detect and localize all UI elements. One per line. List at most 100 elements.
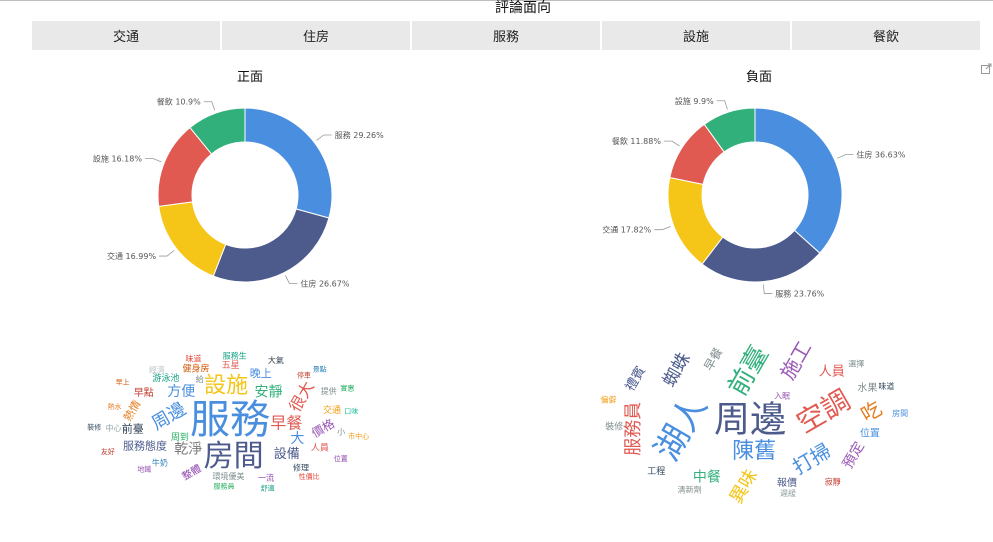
donut2-slice-4[interactable] bbox=[703, 107, 756, 153]
positive-word-34: 給 bbox=[196, 374, 204, 384]
donut1-label-0: 服務 29.26% bbox=[335, 130, 384, 140]
negative-word-27: 味道 bbox=[878, 381, 894, 391]
negative-word-19: 工程 bbox=[647, 466, 665, 477]
negative-word-17: 報價 bbox=[777, 476, 797, 489]
positive-word-14: 晚上 bbox=[250, 367, 272, 380]
expand-icon[interactable] bbox=[981, 63, 992, 74]
donut1-slice-0[interactable] bbox=[244, 107, 333, 219]
positive-word-45: 位置 bbox=[334, 454, 348, 463]
positive-word-19: 健身房 bbox=[182, 362, 209, 374]
donut1-label-2: 交通 16.99% bbox=[107, 251, 156, 261]
negative-word-5: 打掃 bbox=[788, 438, 835, 479]
positive-word-32: 服務生 bbox=[223, 350, 247, 360]
positive-word-38: 熱水 bbox=[107, 402, 121, 411]
positive-word-15: 前臺 bbox=[122, 422, 144, 436]
negative-word-16: 位置 bbox=[860, 427, 880, 440]
negative-word-28: 房間 bbox=[892, 408, 908, 418]
tab-traffic[interactable]: 交通 bbox=[32, 21, 222, 50]
donut1-label-4: 餐飲 10.9% bbox=[157, 97, 201, 107]
positive-chart-title: 正面 bbox=[236, 70, 263, 85]
positive-word-31: 味道 bbox=[185, 354, 201, 364]
negative-word-6: 施工 bbox=[775, 337, 816, 384]
positive-word-42: 景點 bbox=[313, 364, 327, 373]
donut1-leader-1 bbox=[285, 275, 298, 284]
positive-word-20: 周到 bbox=[171, 431, 189, 443]
positive-word-22: 交通 bbox=[323, 404, 341, 416]
negative-word-22: 寂靜 bbox=[825, 477, 841, 487]
negative-word-4: 陳舊 bbox=[732, 439, 776, 464]
positive-word-26: 提供 bbox=[321, 386, 337, 396]
positive-word-16: 整體 bbox=[180, 462, 204, 483]
positive-word-6: 乾淨 bbox=[174, 441, 202, 457]
positive-word-4: 早餐 bbox=[270, 414, 302, 433]
donut1-slice-4[interactable] bbox=[189, 107, 246, 155]
negative-word-13: 預定 bbox=[840, 439, 868, 471]
donut1-leader-4 bbox=[203, 101, 216, 111]
negative-word-24: 清新劑 bbox=[678, 484, 702, 494]
negative-word-8: 蜘蛛 bbox=[659, 349, 695, 391]
positive-word-41: 早上 bbox=[116, 378, 130, 387]
tab-dining[interactable]: 餐飲 bbox=[792, 21, 980, 50]
positive-word-11: 價格 bbox=[309, 416, 337, 441]
negative-word-1: 湖人 bbox=[647, 389, 716, 468]
page-title: 評論面向 bbox=[495, 0, 551, 16]
donut2-label-0: 住房 36.63% bbox=[856, 150, 905, 160]
negative-word-11: 中餐 bbox=[693, 469, 721, 485]
donut2-label-3: 餐飲 11.88% bbox=[612, 136, 661, 146]
positive-word-8: 方便 bbox=[167, 384, 195, 400]
positive-word-29: 中心 bbox=[106, 423, 122, 433]
positive-word-47: 舒適 bbox=[261, 484, 275, 493]
positive-word-27: 修理 bbox=[293, 462, 309, 472]
positive-word-25: 牛奶 bbox=[152, 458, 168, 468]
positive-word-3: 周邊 bbox=[148, 398, 190, 434]
negative-word-23: 遲緩 bbox=[780, 488, 796, 498]
positive-donut-chart: 服務 29.26% 住房 26.67% 交通 16.99% 設施 16.18% 餐飲 1… bbox=[93, 97, 384, 289]
positive-word-40: 地鐵 bbox=[137, 464, 151, 473]
negative-word-18: 水果 bbox=[857, 382, 877, 394]
negative-word-26: 選擇 bbox=[848, 358, 864, 368]
negative-word-3: 前臺 bbox=[723, 341, 775, 401]
donut1-leader-0 bbox=[316, 134, 332, 141]
negative-word-20: 裝修 bbox=[605, 421, 623, 433]
donut1-label-3: 設施 16.18% bbox=[93, 153, 142, 163]
positive-word-7: 很大 bbox=[285, 378, 317, 415]
positive-word-21: 五星 bbox=[222, 360, 240, 371]
positive-word-5: 安靜 bbox=[254, 384, 282, 400]
negative-word-15: 早餐 bbox=[700, 345, 725, 373]
positive-word-46: 性價比 bbox=[299, 472, 320, 481]
positive-word-33: 大氣 bbox=[268, 355, 284, 365]
negative-donut-chart: 住房 36.63% 服務 23.76% 交通 17.82% 餐飲 11.88% 設施 9… bbox=[602, 96, 906, 299]
donut2-leader-1 bbox=[762, 284, 773, 294]
positive-word-39: 口味 bbox=[344, 406, 358, 415]
donut1-slice-1[interactable] bbox=[212, 208, 330, 283]
positive-word-10: 設備 bbox=[274, 446, 300, 462]
negative-word-25: 偏僻 bbox=[600, 394, 616, 404]
donut2-leader-4 bbox=[716, 100, 728, 110]
tab-service[interactable]: 服務 bbox=[412, 21, 602, 50]
tab-facility[interactable]: 設施 bbox=[602, 21, 792, 50]
negative-word-0: 周邊 bbox=[714, 400, 786, 441]
tab-housing[interactable]: 住房 bbox=[222, 21, 412, 50]
donut2-leader-0 bbox=[837, 154, 854, 159]
negative-chart-title: 負面 bbox=[745, 70, 772, 85]
donut2-slice-0[interactable] bbox=[754, 107, 843, 254]
positive-word-28: 一流 bbox=[258, 473, 274, 483]
positive-word-44: 市中心 bbox=[348, 431, 369, 440]
donut1-leader-3 bbox=[144, 158, 162, 163]
donut2-label-2: 交通 17.82% bbox=[602, 225, 651, 235]
donut1-label-1: 住房 26.67% bbox=[300, 278, 349, 288]
donut1-slice-2[interactable] bbox=[158, 201, 227, 277]
positive-word-12: 服務態度 bbox=[123, 439, 167, 453]
negative-word-9: 異味 bbox=[726, 466, 762, 508]
positive-word-35: 小 bbox=[337, 428, 345, 437]
positive-word-9: 大 bbox=[290, 431, 304, 447]
negative-word-10: 吃 bbox=[857, 396, 886, 427]
positive-word-18: 游泳池 bbox=[152, 372, 179, 384]
donut2-leader-3 bbox=[663, 140, 680, 147]
positive-word-43: 實惠 bbox=[340, 384, 354, 393]
donut2-label-1: 服務 23.76% bbox=[775, 289, 824, 299]
positive-word-24: 環境優美 bbox=[212, 471, 244, 481]
negative-word-14: 禮賓 bbox=[622, 363, 649, 394]
donut2-leader-2 bbox=[654, 226, 671, 231]
